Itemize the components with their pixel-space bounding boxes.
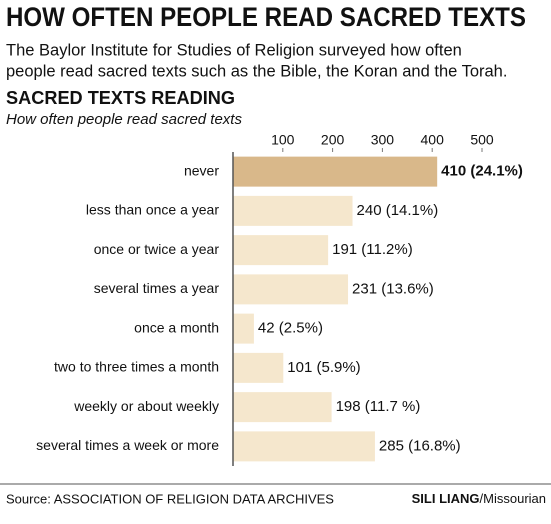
source: Source: ASSOCIATION OF RELIGION DATA ARC…: [6, 491, 334, 506]
x-tick-label: 200: [321, 132, 345, 148]
value-label: 231 (13.6%): [352, 280, 434, 297]
bar: [233, 392, 332, 423]
x-tick-label: 400: [421, 132, 445, 148]
y-tick-label: two to three times a month: [54, 359, 219, 375]
value-label: 410 (24.1%): [441, 163, 523, 180]
bar: [233, 313, 254, 344]
y-tick-label: once or twice a year: [94, 241, 220, 257]
bar: [233, 235, 329, 266]
y-tick-label: less than once a year: [86, 202, 219, 218]
bar: [233, 195, 353, 226]
x-tick-label: 500: [470, 132, 494, 148]
value-label: 240 (14.1%): [357, 202, 439, 219]
credit-org: /Missourian: [480, 491, 546, 506]
x-tick-label: 300: [371, 132, 395, 148]
y-tick-label: several times a week or more: [36, 437, 219, 453]
y-tick-label: several times a year: [94, 280, 220, 296]
value-label: 285 (16.8%): [379, 437, 461, 454]
section-subtitle: How often people read sacred texts: [6, 111, 242, 128]
credit: SILI LIANG/Missourian: [412, 491, 546, 506]
y-tick-label: weekly or about weekly: [73, 398, 219, 414]
y-tick-label: once a month: [134, 319, 219, 335]
bar: [233, 352, 284, 383]
value-label: 191 (11.2%): [332, 241, 413, 258]
value-label: 198 (11.7 %): [336, 398, 421, 415]
y-tick-label: never: [184, 162, 219, 178]
subtitle: people read sacred texts such as the Bib…: [6, 62, 507, 80]
chart-title: HOW OFTEN PEOPLE READ SACRED TEXTS: [6, 2, 526, 32]
bar: [233, 274, 349, 305]
subtitle: The Baylor Institute for Studies of Reli…: [6, 41, 462, 59]
value-label: 42 (2.5%): [258, 320, 323, 337]
x-tick-label: 100: [271, 132, 295, 148]
value-label: 101 (5.9%): [287, 359, 360, 376]
bar: [233, 431, 375, 462]
bar: [233, 156, 438, 187]
section-title: SACRED TEXTS READING: [6, 88, 235, 108]
credit-name: SILI LIANG: [412, 491, 480, 506]
